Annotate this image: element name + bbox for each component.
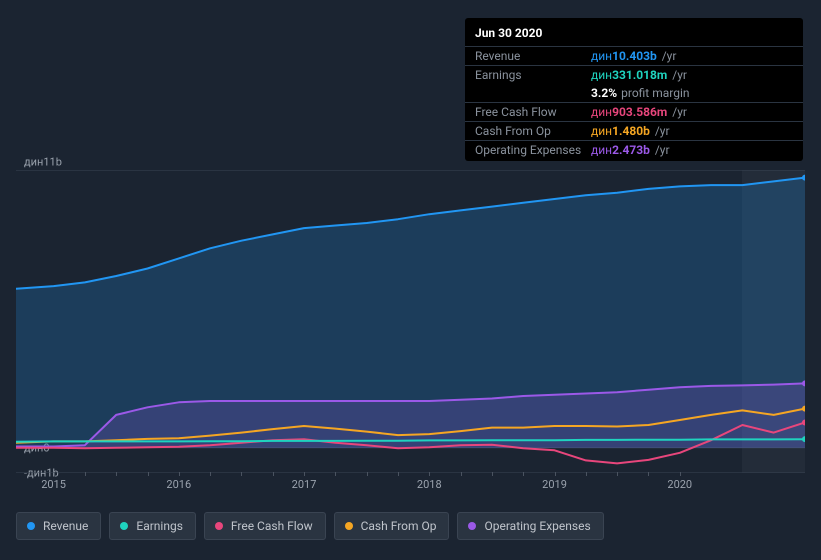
legend-label: Revenue xyxy=(43,519,88,533)
tooltip-row-value: дин903.586m /yr xyxy=(591,105,793,119)
tooltip-row-value: 3.2%profit margin xyxy=(591,86,793,100)
x-tick-label: 2015 xyxy=(41,478,66,491)
tooltip-row: Revenueдин10.403b /yr xyxy=(465,46,803,65)
y-tick-label: дин11b xyxy=(24,156,62,169)
tooltip-row-label: Revenue xyxy=(475,49,591,63)
tooltip-row-value: дин331.018m /yr xyxy=(591,68,793,82)
x-tick-label: 2017 xyxy=(292,478,317,491)
x-tick-label: 2018 xyxy=(417,478,442,491)
legend-label: Cash From Op xyxy=(361,519,437,533)
legend-dot-icon xyxy=(345,522,353,530)
tooltip-date: Jun 30 2020 xyxy=(465,22,803,46)
tooltip-row: 3.2%profit margin xyxy=(465,84,803,102)
legend-item-cfo[interactable]: Cash From Op xyxy=(334,512,450,540)
line-chart[interactable] xyxy=(16,170,805,473)
tooltip-row-label xyxy=(475,86,591,100)
tooltip-row: Earningsдин331.018m /yr xyxy=(465,65,803,84)
legend-label: Operating Expenses xyxy=(484,519,590,533)
tooltip-row: Cash From Opдин1.480b /yr xyxy=(465,121,803,140)
x-tick-label: 2016 xyxy=(166,478,191,491)
legend-dot-icon xyxy=(120,522,128,530)
x-tick-label: 2020 xyxy=(667,478,692,491)
legend: Revenue Earnings Free Cash Flow Cash From O… xyxy=(16,512,604,540)
tooltip-row: Operating Expensesдин2.473b /yr xyxy=(465,140,803,159)
tooltip-row-label: Free Cash Flow xyxy=(475,105,591,119)
legend-dot-icon xyxy=(468,522,476,530)
tooltip-row: Free Cash Flowдин903.586m /yr xyxy=(465,102,803,121)
x-tick-label: 2019 xyxy=(542,478,567,491)
legend-label: Earnings xyxy=(136,519,183,533)
x-axis: 2015 2016 2017 2018 2019 2020 xyxy=(16,478,805,498)
tooltip-row-label: Operating Expenses xyxy=(475,143,591,157)
tooltip-row-label: Cash From Op xyxy=(475,124,591,138)
legend-dot-icon xyxy=(215,522,223,530)
legend-item-opex[interactable]: Operating Expenses xyxy=(457,512,603,540)
legend-dot-icon xyxy=(27,522,35,530)
chart-svg xyxy=(16,170,805,473)
tooltip-row-label: Earnings xyxy=(475,68,591,82)
legend-item-revenue[interactable]: Revenue xyxy=(16,512,101,540)
tooltip-row-value: дин10.403b /yr xyxy=(591,49,793,63)
legend-label: Free Cash Flow xyxy=(231,519,313,533)
legend-item-fcf[interactable]: Free Cash Flow xyxy=(204,512,326,540)
tooltip-row-value: дин1.480b /yr xyxy=(591,124,793,138)
hover-tooltip: Jun 30 2020 Revenueдин10.403b /yrEarning… xyxy=(465,18,803,161)
tooltip-row-value: дин2.473b /yr xyxy=(591,143,793,157)
legend-item-earnings[interactable]: Earnings xyxy=(109,512,196,540)
